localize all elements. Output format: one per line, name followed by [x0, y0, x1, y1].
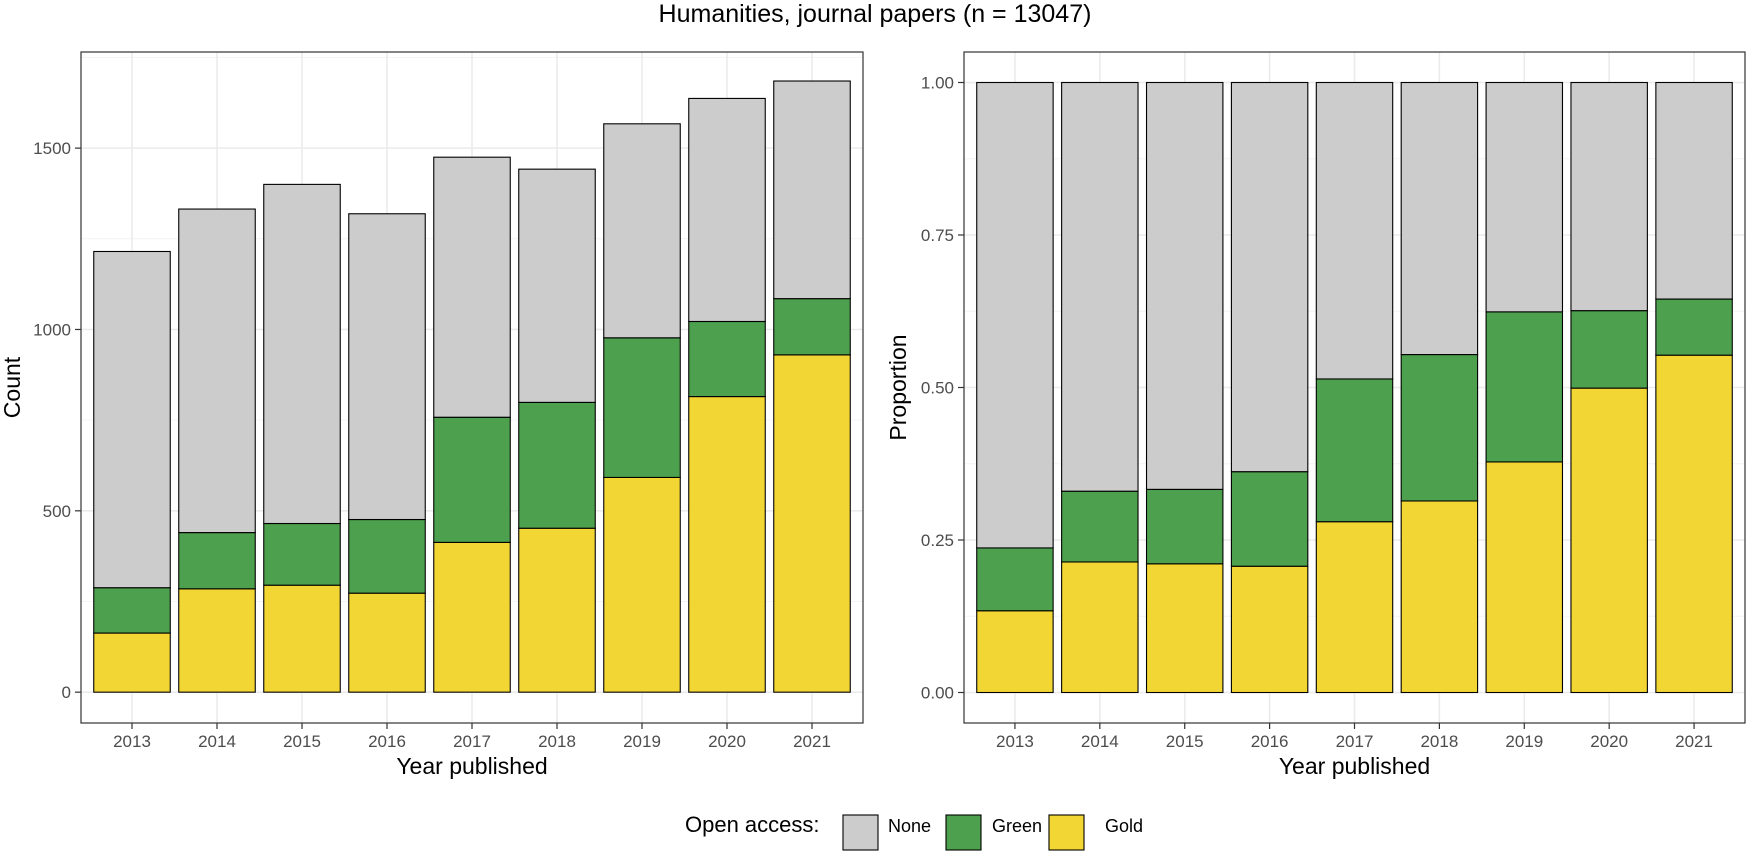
count-x-tick-label: 2014: [198, 732, 236, 751]
legend-key-gold: [1048, 814, 1085, 851]
count-bar-2020-green: [688, 320, 766, 398]
count-bar-2016-green: [348, 518, 426, 594]
count-bar-2013-green: [93, 587, 171, 634]
count-x-tick-label: 2015: [283, 732, 321, 751]
proportion-bar-2014-green: [1061, 490, 1139, 563]
proportion-x-tick-label: 2013: [996, 732, 1034, 751]
proportion-bar-2014-none: [1061, 81, 1139, 492]
count-x-tick-label: 2021: [793, 732, 831, 751]
proportion-bar-2018-none: [1400, 81, 1479, 356]
proportion-x-tick-label: 2019: [1505, 732, 1543, 751]
count-y-tick-label: 0: [62, 683, 71, 702]
count-bar-2016-none: [348, 213, 426, 521]
proportion-x-tick-label: 2021: [1675, 732, 1713, 751]
count-bar-2017-green: [433, 416, 511, 543]
count-bar-2019-none: [603, 123, 681, 339]
count-bar-2014-gold: [178, 588, 256, 693]
count-bar-2017-gold: [433, 541, 511, 693]
count-bar-2013-gold: [93, 632, 171, 693]
proportion-x-tick-label: 2017: [1336, 732, 1374, 751]
count-x-tick-label: 2013: [113, 732, 151, 751]
proportion-bar-2015-none: [1145, 81, 1224, 490]
proportion-y-tick-label: 0.00: [921, 684, 954, 703]
proportion-bar-2015-gold: [1145, 563, 1224, 694]
legend-label-none: None: [888, 816, 931, 836]
legend-key-green: [945, 814, 982, 851]
legend-title: Open access:: [685, 812, 820, 837]
count-bar-2021-none: [773, 80, 851, 300]
proportion-bar-2016-green: [1230, 471, 1309, 567]
proportion-bar-2013-gold: [976, 610, 1054, 694]
proportion-x-tick-label: 2014: [1081, 732, 1119, 751]
count-x-tick-label: 2019: [623, 732, 661, 751]
proportion-y-tick-label: 0.75: [921, 226, 954, 245]
proportion-bar-2018-gold: [1400, 500, 1479, 694]
count-bar-2021-gold: [773, 354, 851, 693]
proportion-bar-2016-none: [1230, 81, 1309, 473]
chart-title: Humanities, journal papers (n = 13047): [659, 0, 1092, 28]
count-bar-2014-none: [178, 208, 256, 534]
count-y-tick-label: 1500: [33, 139, 71, 158]
count-bar-2015-gold: [263, 584, 341, 693]
count-x-tick-label: 2017: [453, 732, 491, 751]
proportion-bar-2015-green: [1145, 488, 1224, 565]
proportion-bar-2017-green: [1315, 378, 1394, 523]
proportion-bar-2019-green: [1485, 311, 1564, 463]
count-bar-2018-gold: [518, 527, 596, 693]
count-y-tick-label: 500: [43, 502, 71, 521]
count-bar-2019-green: [603, 337, 681, 479]
proportion-bar-2013-green: [976, 547, 1054, 612]
proportion-bar-2020-green: [1570, 310, 1648, 389]
count-bar-2018-none: [518, 168, 596, 403]
count-x-axis-title: Year published: [396, 753, 547, 779]
count-x-tick-label: 2018: [538, 732, 576, 751]
count-x-tick-label: 2020: [708, 732, 746, 751]
count-x-tick-label: 2016: [368, 732, 406, 751]
count-bar-2013-none: [93, 250, 171, 589]
count-bar-2017-none: [433, 156, 511, 418]
proportion-bar-2016-gold: [1230, 565, 1309, 694]
proportion-panel: 0.00 0.25 0.50 0.75 1.00 2013 2014 2015 2016 2017…: [885, 51, 1746, 779]
proportion-bar-2019-none: [1485, 81, 1564, 313]
proportion-bar-2021-gold: [1655, 354, 1733, 694]
proportion-y-axis-title: Proportion: [885, 334, 911, 440]
legend-label-green: Green: [992, 816, 1042, 836]
proportion-x-tick-label: 2020: [1590, 732, 1628, 751]
proportion-x-tick-label: 2015: [1166, 732, 1204, 751]
proportion-bar-2019-gold: [1485, 461, 1564, 694]
count-bar-2014-green: [178, 532, 256, 590]
proportion-y-tick-label: 0.50: [921, 379, 954, 398]
legend: Open access: None Green Gold: [685, 812, 1143, 851]
proportion-bar-2014-gold: [1061, 561, 1139, 694]
count-bar-2016-gold: [348, 592, 426, 693]
proportion-bar-2021-green: [1655, 298, 1733, 356]
legend-label-gold: Gold: [1105, 816, 1143, 836]
count-bar-2020-gold: [688, 396, 766, 693]
legend-key-none: [842, 814, 879, 851]
count-bar-2015-green: [263, 522, 341, 586]
proportion-bar-2017-gold: [1315, 521, 1394, 694]
proportion-bar-2020-gold: [1570, 387, 1648, 694]
proportion-bar-2017-none: [1315, 81, 1394, 380]
proportion-x-tick-label: 2016: [1251, 732, 1289, 751]
count-bar-2018-green: [518, 401, 596, 529]
proportion-bar-2018-green: [1400, 354, 1479, 502]
proportion-y-tick-label: 1.00: [921, 74, 954, 93]
count-bar-2020-none: [688, 97, 766, 323]
proportion-bar-2021-none: [1655, 81, 1733, 300]
count-bar-2019-gold: [603, 476, 681, 693]
count-bar-2021-green: [773, 298, 851, 356]
count-panel: 0 500 1000 1500 2013 2014 2015 2016 2017 2018 2019…: [0, 51, 864, 779]
proportion-bar-2013-none: [976, 81, 1054, 549]
count-y-axis-title: Count: [0, 356, 25, 418]
proportion-x-axis-title: Year published: [1279, 753, 1430, 779]
proportion-bar-2020-none: [1570, 81, 1648, 312]
count-y-tick-label: 1000: [33, 320, 71, 339]
proportion-x-tick-label: 2018: [1420, 732, 1458, 751]
count-bar-2015-none: [263, 183, 341, 525]
proportion-y-tick-label: 0.25: [921, 531, 954, 550]
